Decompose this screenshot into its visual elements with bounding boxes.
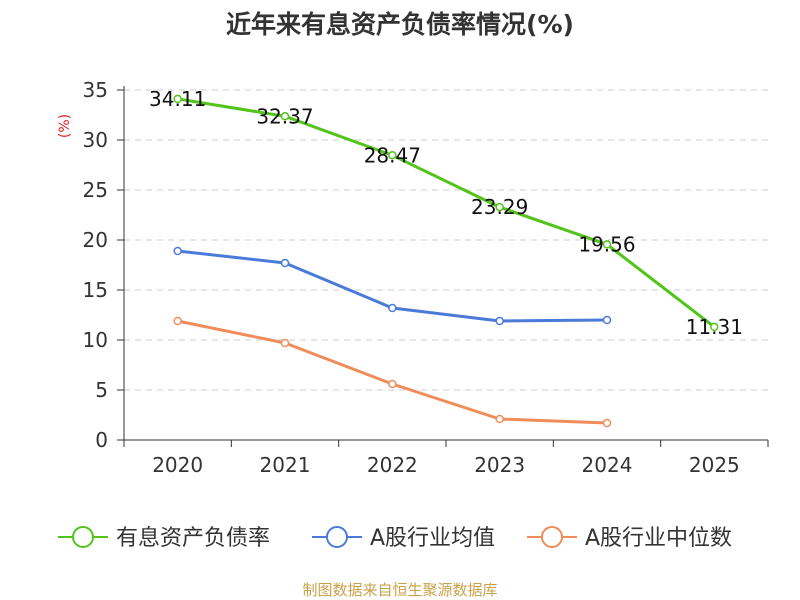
data-label: 34.11 — [149, 87, 206, 111]
y-tick-label: 10 — [83, 328, 108, 352]
series-1-point-2024 — [602, 315, 612, 325]
data-label: 32.37 — [256, 104, 313, 128]
series-2-point-2020 — [173, 316, 182, 326]
data-labels: 34.11 32.37 28.47 23.29 19.56 11.31 — [149, 87, 743, 339]
y-axis-label: (%) — [57, 114, 73, 138]
data-label: 28.47 — [364, 143, 421, 167]
legend[interactable]: 有息资产负债率 A股行业均值 A股行业中位数 — [58, 526, 732, 551]
series-line-2 — [177, 319, 608, 425]
x-tick-label: 2020 — [152, 453, 203, 477]
series-0-point-2021 — [280, 112, 290, 121]
y-tick-label: 5 — [95, 378, 108, 402]
series-0-point-2022 — [388, 151, 397, 160]
series-line-0 — [177, 97, 716, 329]
y-tick-label: 25 — [83, 178, 108, 202]
data-label: 11.31 — [686, 315, 743, 339]
legend-label: 有息资产负债率 — [116, 526, 270, 551]
legend-item-2[interactable]: A股行业中位数 — [527, 526, 732, 551]
x-tick-label: 2024 — [582, 453, 633, 477]
x-tick-label: 2022 — [367, 453, 418, 477]
series-0-point-2020 — [173, 94, 182, 104]
legend-label: A股行业中位数 — [585, 526, 732, 551]
gridlines — [124, 89, 768, 391]
series-0-point-2025 — [710, 322, 719, 332]
source-note: 制图数据来自恒生聚源数据库 — [302, 581, 497, 599]
legend-item-0[interactable]: 有息资产负债率 — [58, 526, 270, 551]
series-2-point-2023 — [495, 414, 504, 424]
legend-swatch-marker — [72, 526, 94, 548]
series-2-point-2024 — [602, 418, 612, 428]
series-1-point-2020 — [173, 246, 182, 256]
y-tick-label: 15 — [83, 278, 108, 302]
x-tick-label: 2021 — [260, 453, 311, 477]
series — [173, 94, 719, 428]
series-1-point-2023 — [495, 316, 504, 326]
y-tick-label: 0 — [95, 428, 108, 452]
y-tick-label: 35 — [83, 78, 108, 102]
data-label: 23.29 — [471, 195, 528, 219]
legend-swatch-marker — [541, 526, 563, 548]
series-0-point-2024 — [602, 240, 612, 249]
series-1-point-2022 — [388, 303, 397, 313]
y-tick-label: 30 — [83, 128, 108, 152]
data-label: 19.56 — [578, 232, 635, 256]
chart-title: 近年来有息资产负债率情况(%) — [226, 10, 574, 39]
y-tick-label: 20 — [83, 228, 108, 252]
legend-label: A股行业均值 — [370, 526, 495, 551]
x-tick-label: 2025 — [689, 453, 740, 477]
series-2-point-2022 — [388, 379, 397, 389]
x-tick-label: 2023 — [474, 453, 525, 477]
series-1-point-2021 — [280, 258, 290, 268]
series-2-point-2021 — [280, 338, 290, 348]
legend-swatch-marker — [326, 526, 348, 548]
series-0-point-2023 — [495, 202, 504, 212]
legend-item-1[interactable]: A股行业均值 — [312, 526, 495, 551]
